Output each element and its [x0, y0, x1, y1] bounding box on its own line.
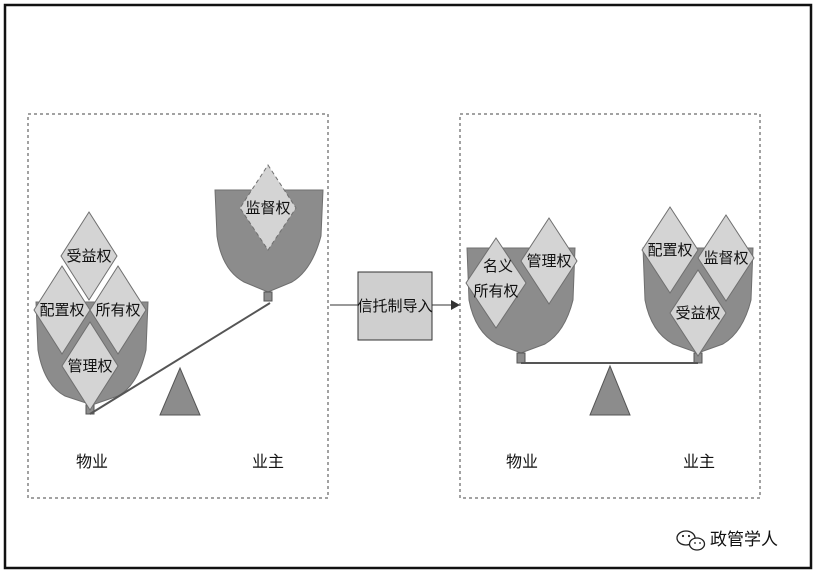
right-diamond-supervision: 监督权 [697, 214, 755, 302]
right-label: 管理权 [67, 357, 112, 375]
right-label: 管理权 [526, 252, 571, 270]
party-label-property: 物业 [506, 452, 538, 471]
right-diamond-allocation: 配置权 [33, 265, 91, 355]
right-label: 受益权 [66, 247, 111, 265]
right-label: 所有权 [473, 282, 518, 300]
party-label-property: 物业 [76, 452, 108, 471]
right-label: 所有权 [95, 301, 140, 319]
right-label: 受益权 [675, 304, 720, 322]
right-label: 名义 [483, 257, 513, 275]
bowl-stem [263, 291, 273, 302]
process-box [357, 271, 433, 341]
right-label: 配置权 [39, 301, 84, 319]
right-diamond-management: 管理权 [520, 217, 578, 305]
right-diamond-nominal-ownership: 名义 所有权 [465, 237, 527, 329]
outer-frame [3, 3, 813, 570]
right-diamond-management: 管理权 [61, 321, 119, 411]
after-right-bowl: 配置权 监督权 受益权 [641, 206, 755, 364]
right-diamond-ownership: 所有权 [89, 265, 147, 355]
process-step: 信托制导入 [330, 271, 460, 341]
arrow-head-icon [451, 300, 460, 310]
after-left-bowl: 名义 所有权 管理权 [465, 217, 578, 364]
after-panel: 名义 所有权 管理权 配置权 监督权 受益权 [459, 113, 761, 499]
before-right-bowl: 监督权 [214, 164, 324, 302]
process-label: 信托制导入 [357, 297, 432, 315]
right-diamond-beneficial: 受益权 [669, 269, 727, 357]
right-label: 配置权 [647, 241, 692, 259]
party-label-owner: 业主 [252, 452, 284, 471]
right-label: 监督权 [703, 249, 748, 267]
before-panel-border [27, 113, 329, 499]
after-panel-border [459, 113, 761, 499]
balance-beam [89, 302, 271, 415]
fulcrum [589, 364, 631, 416]
right-diamond-allocation: 配置权 [641, 206, 699, 294]
before-panel: 受益权 配置权 所有权 管理权 监督权 [27, 113, 329, 499]
party-label-owner: 业主 [683, 452, 715, 471]
bowl-stem [516, 352, 526, 364]
before-left-bowl: 受益权 配置权 所有权 管理权 [33, 211, 149, 415]
right-label: 监督权 [245, 199, 290, 217]
watermark: 政管学人 [676, 530, 778, 551]
right-diamond-beneficial: 受益权 [60, 211, 118, 301]
right-diamond-supervision: 监督权 [239, 164, 297, 251]
watermark-text: 政管学人 [710, 530, 778, 550]
wechat-icon [676, 530, 706, 551]
fulcrum [159, 366, 201, 416]
